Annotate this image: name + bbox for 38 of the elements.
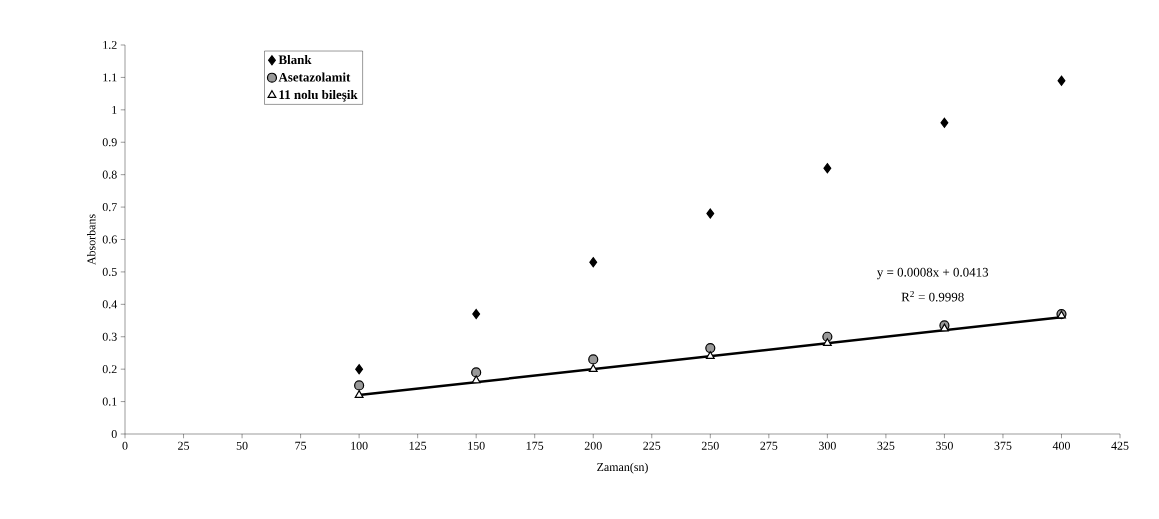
x-axis-title: Zaman(sn) (597, 462, 648, 474)
y-tick-label: 0.6 (102, 235, 117, 244)
x-tick-label: 75 (295, 441, 307, 450)
y-tick-label: 1 (112, 105, 117, 114)
x-tick-label: 125 (409, 441, 427, 450)
x-tick-label: 25 (178, 441, 190, 450)
y-tick-label: 0.8 (102, 170, 117, 179)
y-tick-label: 0.9 (102, 138, 117, 147)
y-tick-label: 0 (111, 429, 117, 439)
x-tick-label: 400 (1052, 441, 1070, 450)
y-tick-label: 0.5 (102, 267, 117, 276)
x-tick-label: 0 (122, 441, 128, 450)
y-tick-label: 0.2 (102, 365, 117, 374)
y-tick-label: 1.2 (103, 40, 117, 50)
y-tick-label: 0.4 (102, 300, 118, 309)
legend-label: Asetazolamit (278, 72, 351, 82)
x-tick-label: 425 (1111, 441, 1129, 450)
x-tick-label: 50 (236, 441, 248, 450)
x-tick-label: 150 (468, 441, 485, 450)
y-tick-label: 0.3 (102, 332, 117, 341)
x-tick-label: 300 (818, 441, 836, 450)
x-tick-label: 100 (351, 441, 368, 450)
x-tick-label: 200 (584, 441, 602, 450)
x-tick-label: 225 (643, 441, 661, 450)
annotation: R$^{2}$ = 0.9998 (901, 290, 964, 302)
y-tick-label: 1.1 (103, 73, 117, 82)
x-tick-label: 350 (936, 441, 953, 450)
x-tick-label: 250 (701, 441, 719, 450)
y-tick-label: 0.7 (102, 203, 117, 212)
x-tick-label: 175 (526, 441, 544, 450)
y-axis-title: Absorbans (87, 214, 96, 265)
x-tick-label: 375 (994, 441, 1012, 450)
x-tick-label: 325 (877, 441, 895, 450)
annotation: y = 0.0008x + 0.0413 (877, 267, 989, 280)
legend-label: Blank (278, 55, 312, 65)
legend-label: 11 nolu bileşik (279, 89, 358, 102)
y-tick-label: 0.1 (102, 397, 117, 406)
x-tick-label: 275 (760, 441, 778, 450)
